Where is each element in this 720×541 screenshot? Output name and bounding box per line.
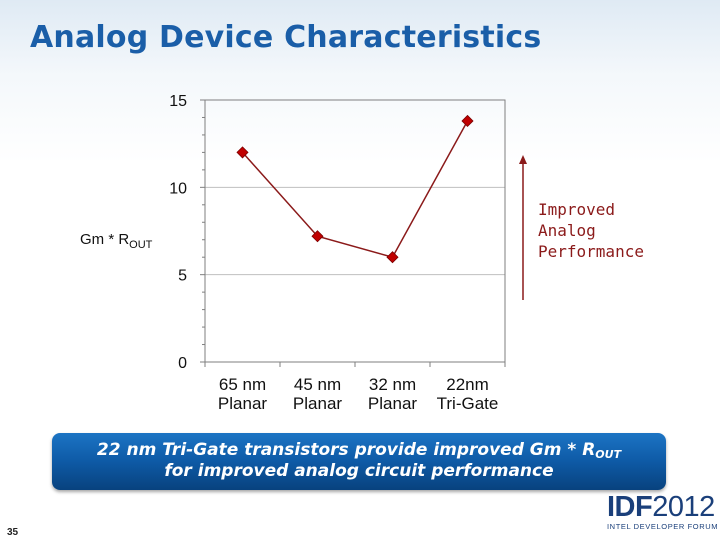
gridlines — [205, 186, 505, 276]
y-axis-tick-labels: 0 5 10 15 — [169, 93, 187, 372]
slide-title: Analog Device Characteristics — [30, 20, 542, 55]
x-category-label: 65 nm Planar — [218, 375, 267, 413]
banner-line-1: 22 nm Tri-Gate transistors provide impro… — [52, 440, 666, 461]
logo-year: 2012 — [652, 491, 715, 523]
x-category-label-line: Planar — [368, 394, 417, 413]
banner-subscript: OUT — [595, 448, 622, 461]
y-tick-label: 5 — [178, 268, 187, 285]
x-category-label-line: Tri-Gate — [437, 394, 499, 413]
summary-banner: 22 nm Tri-Gate transistors provide impro… — [52, 433, 666, 490]
x-category-label-line: 45 nm — [294, 375, 341, 394]
logo-wordmark: IDF2012 — [607, 491, 715, 523]
x-category-label: 22nm Tri-Gate — [437, 375, 499, 413]
banner-line-1-text: 22 nm Tri-Gate transistors provide impro… — [96, 440, 596, 460]
y-axis-label: Gm * ROUT — [80, 231, 153, 251]
logo-tagline: INTEL DEVELOPER FORUM — [607, 522, 719, 531]
x-category-label-line: Planar — [293, 394, 342, 413]
series-layer — [236, 114, 474, 264]
plot-area-frame — [204, 99, 506, 363]
x-category-label: 32 nm Planar — [368, 375, 417, 413]
x-category-label-line: 32 nm — [369, 375, 416, 394]
annotation-line: Performance — [538, 242, 644, 261]
page-number: 35 — [7, 527, 19, 538]
x-category-label-line: 65 nm — [219, 375, 266, 394]
axis-ticks — [200, 99, 506, 367]
improvement-arrow — [519, 155, 527, 300]
series-line — [241, 120, 469, 259]
x-category-label-line: Planar — [218, 394, 267, 413]
y-tick-label: 0 — [178, 355, 187, 372]
y-axis-label-subscript: OUT — [129, 239, 153, 251]
logo-idf: IDF — [607, 491, 653, 523]
data-point-marker — [386, 251, 399, 264]
data-point-marker — [236, 146, 249, 159]
data-point-marker — [461, 114, 474, 128]
annotation-line: Improved — [538, 200, 616, 219]
x-category-label: 45 nm Planar — [293, 375, 342, 413]
y-axis-label-main: Gm * R — [80, 231, 129, 248]
idf-2012-logo: IDF2012 INTEL DEVELOPER FORUM — [607, 491, 719, 533]
data-point-marker — [311, 230, 324, 243]
banner-line-2: for improved analog circuit performance — [164, 461, 554, 481]
y-tick-label: 10 — [169, 180, 187, 197]
x-category-label-line: 22nm — [446, 375, 489, 394]
improved-analog-performance-note: Improved Analog Performance — [538, 199, 644, 262]
y-tick-label: 15 — [169, 93, 187, 110]
annotation-line: Analog — [538, 221, 596, 240]
